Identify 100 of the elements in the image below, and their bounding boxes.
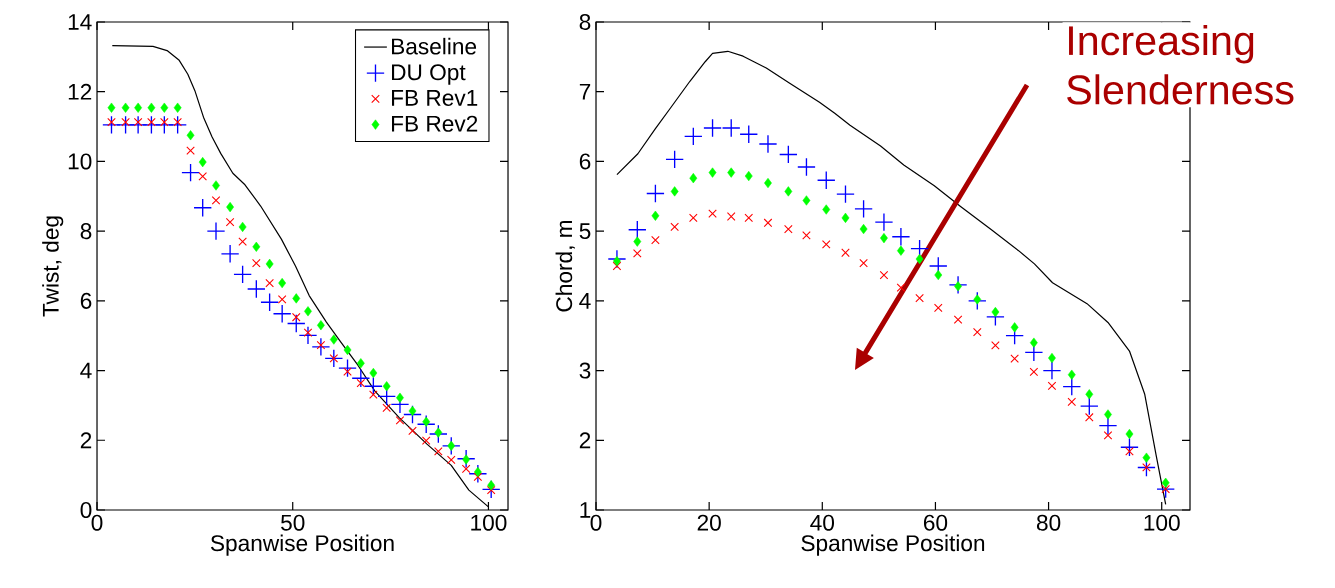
point [1142,463,1151,472]
point [896,283,906,292]
point [727,167,736,178]
point [292,293,301,304]
point [462,454,470,465]
point [147,117,156,127]
point [343,344,352,356]
y-tick-label: 14 [68,14,92,30]
point [763,218,773,228]
point [317,320,325,331]
point [181,163,200,182]
point [683,127,703,146]
point [646,184,665,203]
point [304,306,312,317]
point [329,354,339,363]
point [1010,322,1019,333]
point [487,480,496,491]
point [220,244,240,264]
point [633,236,642,247]
point [421,436,431,445]
point [613,256,621,267]
x-tick-label: 100 [471,514,507,531]
point [160,117,169,127]
point [891,227,911,247]
point [1030,337,1038,348]
point [953,315,963,324]
point [133,117,143,127]
x-axis-title: Spanwise Position [801,534,985,556]
point [1103,431,1113,440]
point [797,157,816,177]
point [784,186,793,197]
point [758,134,778,154]
point [897,245,905,256]
point [726,212,736,221]
point [802,195,811,206]
point [303,328,313,337]
point [972,327,982,337]
point [874,212,894,232]
point [364,376,383,396]
legend-label: DU Opt [392,64,466,85]
point [382,403,391,413]
point [689,173,698,184]
y-tick-label: 4 [80,362,92,379]
point [265,258,274,269]
x-tick-label: 50 [281,514,305,531]
point [446,455,456,465]
point [434,447,443,456]
point [880,233,888,244]
point [382,381,391,392]
point [1142,452,1151,463]
point [703,118,722,138]
point [689,213,698,223]
point [265,278,274,288]
point [708,209,717,219]
y-tick-label: 1 [580,502,591,518]
point [447,440,456,451]
y-tick-label: 0 [80,501,92,519]
point [859,258,868,268]
point [121,102,130,113]
point [396,392,404,403]
point [107,102,116,113]
point [134,102,142,113]
point [461,464,471,474]
point [252,241,261,252]
x-tick-label: 40 [810,514,835,531]
point [211,196,221,205]
point [260,292,279,312]
point [473,472,483,482]
point [408,405,417,417]
point [286,314,306,333]
legend-label: FB Rev1 [392,90,478,106]
point [708,167,717,178]
point [802,231,811,240]
point [632,249,642,258]
point [973,294,982,305]
point [836,184,855,204]
point [356,378,366,388]
point [1085,412,1094,422]
y-tick-label: 5 [579,223,591,240]
point [721,118,741,138]
point [434,427,443,438]
point [651,210,660,221]
y-axis-title: Twist, deg [42,216,64,317]
point [670,186,679,197]
point [822,204,831,215]
point [422,416,431,427]
point [486,485,496,495]
point [651,235,660,245]
y-tick-label: 6 [80,292,92,309]
point [168,115,187,135]
y-tick-label: 2 [80,432,92,449]
y-tick-label: 12 [68,83,92,100]
point [246,279,266,299]
point [233,265,252,284]
point [665,150,684,169]
x-tick-label: 60 [923,514,948,531]
point [1161,477,1170,488]
point [821,240,831,249]
x-axis-title: Spanwise Position [210,534,394,556]
point [744,213,754,223]
